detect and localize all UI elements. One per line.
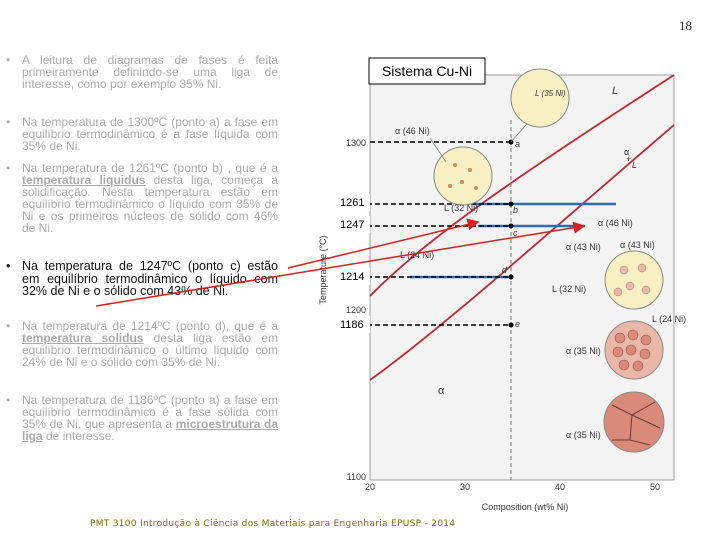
point-c bbox=[508, 223, 514, 229]
region-liquid-label: L bbox=[612, 85, 618, 97]
bullet-point-e-pre: Na temperatura de 1186ºC (ponto a) a fas… bbox=[22, 393, 278, 431]
microstructure-c bbox=[604, 250, 664, 310]
slide-number: 18 bbox=[679, 18, 692, 33]
bullet-point-d-post: desta liga estão em equilíbrio termodinâ… bbox=[22, 331, 278, 369]
temp-box-1214 bbox=[335, 268, 370, 285]
callout-alpha43-c: α (43 Ni) bbox=[620, 240, 655, 250]
bullet-point-b-post: desta liga, começa a solidificação. Nest… bbox=[22, 173, 278, 235]
temp-box-1186 bbox=[335, 316, 370, 333]
callout-alpha46-b: α (46 Ni) bbox=[598, 218, 633, 228]
nucleus bbox=[468, 168, 472, 172]
microstructure-b bbox=[433, 146, 493, 206]
callout-leader bbox=[429, 137, 447, 163]
callout-L32-b: L (32 Ni) bbox=[444, 203, 478, 213]
temp-label-1214: 1214 bbox=[340, 271, 364, 283]
system-title: Sistema Cu-Ni bbox=[382, 63, 472, 79]
point-c-label: c bbox=[513, 228, 518, 238]
y-axis-label: Temperature (°C) bbox=[318, 235, 328, 304]
alpha-grains-c bbox=[613, 263, 651, 297]
point-e-label: e bbox=[515, 319, 520, 329]
term-solidus: temperatura solidus bbox=[22, 331, 144, 345]
region-two-phase-L: L bbox=[632, 160, 637, 170]
x-tick-50: 50 bbox=[650, 482, 660, 492]
x-tick-20: 20 bbox=[365, 482, 375, 492]
point-e bbox=[508, 322, 514, 328]
microstructure-e bbox=[603, 391, 665, 453]
bullet-point-e: Na temperatura de 1186ºC (ponto a) a fas… bbox=[6, 394, 278, 442]
bullet-point-a: Na temperatura de 1300ºC (ponto a) a fas… bbox=[6, 116, 278, 152]
nucleus bbox=[460, 180, 464, 184]
callout-alpha43: α (43 Ni) bbox=[566, 242, 601, 252]
callout-L32-c: L (32 Ni) bbox=[552, 284, 586, 294]
bullet-point-e-post: de interesse. bbox=[42, 429, 115, 443]
term-liquidus: temperatura liquidus bbox=[22, 173, 146, 187]
term-microstructure: microestrutura da liga bbox=[22, 417, 278, 443]
point-a-label: a bbox=[515, 139, 520, 149]
y-tick-1100: 1100 bbox=[347, 472, 366, 482]
temp-label-1261: 1261 bbox=[340, 197, 364, 209]
temp-label-1247: 1247 bbox=[340, 219, 364, 231]
point-d-label: d bbox=[502, 265, 508, 275]
system-title-box bbox=[368, 57, 486, 85]
bullet-point-b: Na temperatura de 1261ºC (ponto b) , que… bbox=[6, 162, 278, 234]
liquidus-line bbox=[369, 74, 675, 297]
bullet-point-d: Na temperatura de 1214ºC (ponto d), que … bbox=[6, 320, 278, 368]
temp-box-1261 bbox=[335, 194, 370, 211]
x-tick-30: 30 bbox=[460, 482, 470, 492]
temp-label-1186: 1186 bbox=[340, 319, 364, 331]
grain-boundaries bbox=[611, 401, 661, 446]
point-b-label: b bbox=[513, 205, 518, 215]
point-d bbox=[508, 274, 514, 280]
highlight-arrow-liquid bbox=[287, 218, 480, 269]
nucleus bbox=[453, 163, 457, 167]
callout-L24: L (24 Ni) bbox=[400, 250, 434, 260]
alpha-grains-d bbox=[612, 329, 652, 372]
y-tick-1200: 1200 bbox=[346, 305, 366, 315]
callout-L35-a: L (35 Ni) bbox=[535, 89, 566, 98]
footer: PMT 3100 Introdução à Ciência dos Materi… bbox=[90, 519, 456, 529]
nucleus bbox=[474, 186, 478, 190]
temp-box-1247 bbox=[335, 216, 370, 233]
callout-alpha35-e: α (35 Ni) bbox=[566, 430, 601, 440]
bullet-point-b-pre: Na temperatura de 1261ºC (ponto b) , que… bbox=[22, 161, 278, 175]
x-tick-40: 40 bbox=[555, 482, 565, 492]
y-tick-1300: 1300 bbox=[346, 138, 366, 148]
point-b bbox=[508, 201, 514, 207]
bullet-point-c: Na temperatura de 1247ºC (ponto c) estão… bbox=[6, 260, 278, 298]
highlight-arrow-solid bbox=[95, 221, 586, 307]
bullet-alloy-definition: A leitura de diagramas de fases é feita … bbox=[6, 54, 278, 90]
region-two-phase-alpha: α bbox=[624, 147, 629, 157]
callout-L24-d: L (24 Ni) bbox=[652, 314, 686, 324]
microstructure-a bbox=[510, 68, 570, 128]
callout-alpha46-top: α (46 Ni) bbox=[395, 126, 430, 136]
callout-alpha35-d: α (35 Ni) bbox=[566, 346, 601, 356]
region-two-phase-plus: + bbox=[626, 154, 631, 164]
nucleus bbox=[448, 184, 452, 188]
region-solid-label: α bbox=[438, 385, 445, 397]
bullet-point-d-pre: Na temperatura de 1214ºC (ponto d), que … bbox=[22, 319, 278, 333]
x-axis-label: Composition (wt% Ni) bbox=[482, 502, 569, 512]
